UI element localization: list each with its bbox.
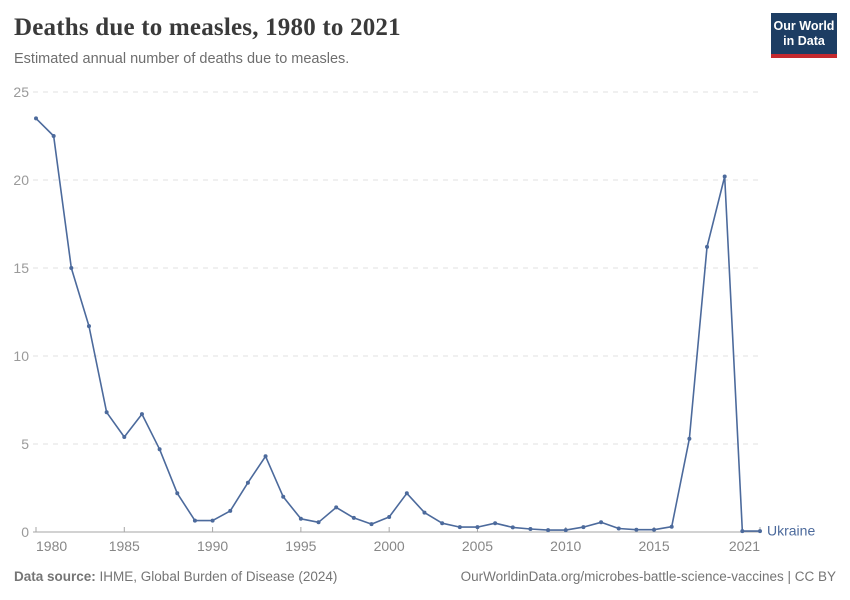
series-point-markers bbox=[34, 116, 762, 534]
data-source: Data source: IHME, Global Burden of Dise… bbox=[14, 569, 337, 584]
data-source-text: IHME, Global Burden of Disease (2024) bbox=[99, 569, 338, 584]
credit-text: OurWorldinData.org/microbes-battle-scien… bbox=[460, 569, 836, 584]
svg-text:1995: 1995 bbox=[285, 538, 316, 554]
chart-title: Deaths due to measles, 1980 to 2021 bbox=[14, 14, 401, 41]
y-gridlines bbox=[33, 91, 760, 445]
svg-text:15: 15 bbox=[13, 260, 29, 276]
data-source-label: Data source: bbox=[14, 569, 96, 584]
svg-text:1985: 1985 bbox=[109, 538, 140, 554]
svg-text:10: 10 bbox=[13, 348, 29, 364]
owid-logo-line1: Our World bbox=[773, 19, 835, 33]
svg-text:20: 20 bbox=[13, 172, 29, 188]
svg-text:1980: 1980 bbox=[36, 538, 67, 554]
svg-text:Ukraine: Ukraine bbox=[767, 523, 815, 539]
y-axis-labels: 0 5 10 15 20 25 bbox=[13, 84, 29, 540]
svg-text:2005: 2005 bbox=[462, 538, 493, 554]
svg-text:2010: 2010 bbox=[550, 538, 581, 554]
svg-text:2000: 2000 bbox=[374, 538, 405, 554]
svg-text:2021: 2021 bbox=[729, 538, 760, 554]
x-axis-labels: 1980 1985 1990 1995 2000 2005 2010 2015 2021 bbox=[36, 538, 760, 554]
chart-footer: Data source: IHME, Global Burden of Dise… bbox=[14, 569, 836, 584]
entity-label[interactable]: Ukraine bbox=[767, 523, 815, 539]
owid-logo-line2: in Data bbox=[783, 34, 825, 48]
svg-text:1990: 1990 bbox=[197, 538, 228, 554]
svg-text:2015: 2015 bbox=[638, 538, 669, 554]
svg-text:5: 5 bbox=[21, 436, 29, 452]
svg-text:0: 0 bbox=[21, 524, 29, 540]
svg-text:25: 25 bbox=[13, 84, 29, 100]
series-line-ukraine[interactable] bbox=[35, 117, 761, 532]
chart-subtitle: Estimated annual number of deaths due to… bbox=[14, 51, 350, 67]
chart-header: Deaths due to measles, 1980 to 2021 Esti… bbox=[14, 14, 750, 67]
owid-logo[interactable]: Our World in Data bbox=[771, 13, 837, 58]
